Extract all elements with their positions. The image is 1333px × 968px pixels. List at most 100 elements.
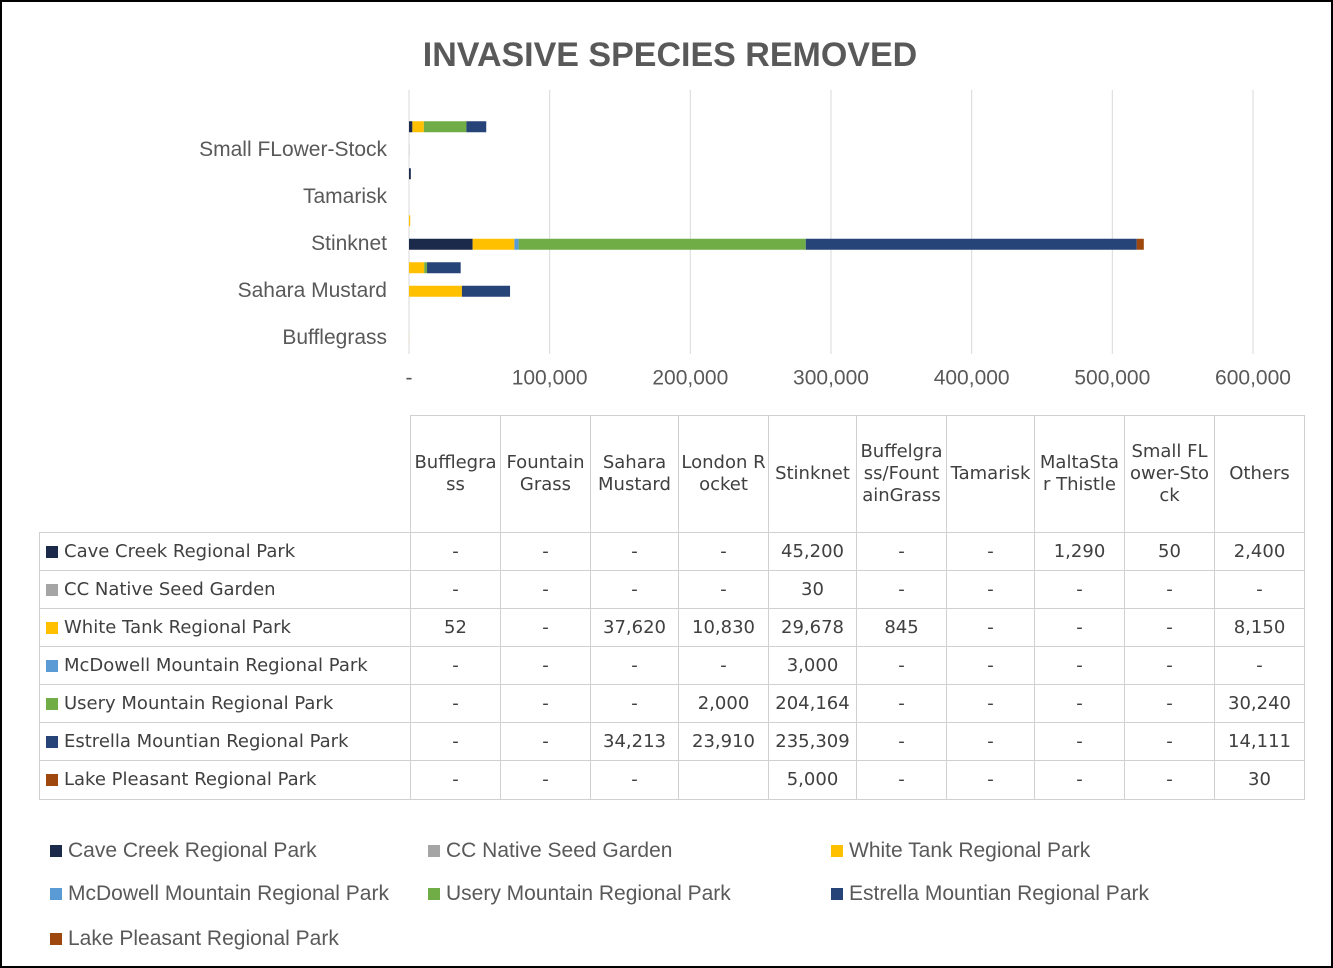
- table-cell: -: [1124, 722, 1215, 761]
- table-header: Small FLower-Stock: [1124, 415, 1215, 533]
- bar-segment: [409, 262, 425, 274]
- legend-item: McDowell Mountain Regional Park: [46, 880, 389, 908]
- bar-segment: [423, 121, 467, 133]
- table-header: Buffelgrass/FountainGrass: [856, 415, 947, 533]
- table-cell: -: [856, 570, 947, 609]
- table-cell: 10,830: [678, 608, 769, 647]
- table-row-header: Cave Creek Regional Park: [39, 532, 411, 571]
- x-tick-label: 500,000: [1074, 367, 1150, 390]
- series-name: Cave Creek Regional Park: [64, 540, 296, 562]
- legend-item: Estrella Mountian Regional Park: [827, 880, 1149, 908]
- chart-title: INVASIVE SPECIES REMOVED: [423, 36, 917, 74]
- table-cell: -: [1214, 646, 1305, 685]
- table-cell: -: [500, 646, 591, 685]
- bar-segment: [472, 238, 515, 250]
- table-cell: -: [500, 684, 591, 723]
- legend-swatch: [46, 621, 58, 634]
- y-tick-label: Bufflegrass: [282, 326, 387, 349]
- table-cell: 30: [1214, 760, 1305, 800]
- table-header: Stinknet: [768, 415, 857, 533]
- table-cell: 23,910: [678, 722, 769, 761]
- table-row-header: Usery Mountain Regional Park: [39, 684, 411, 723]
- table-header: Sahara Mustard: [590, 415, 679, 533]
- table-cell: -: [410, 646, 501, 685]
- table-cell: -: [856, 646, 947, 685]
- bar-segment: [461, 285, 511, 297]
- table-cell: -: [856, 684, 947, 723]
- bar-segment: [518, 238, 806, 250]
- table-cell: -: [946, 570, 1035, 609]
- table-cell: -: [946, 608, 1035, 647]
- y-tick-label: Small FLower-Stock: [199, 138, 387, 161]
- table-cell: -: [856, 722, 947, 761]
- x-tick-label: 200,000: [652, 367, 728, 390]
- x-tick-label: 100,000: [512, 367, 588, 390]
- table-cell: -: [1034, 608, 1125, 647]
- legend-swatch: [50, 845, 62, 857]
- series-name: McDowell Mountain Regional Park: [64, 654, 368, 676]
- legend-label: CC Native Seed Garden: [446, 839, 673, 862]
- legend-swatch: [46, 735, 58, 748]
- table-cell: -: [500, 570, 591, 609]
- legend-label: Estrella Mountian Regional Park: [849, 882, 1149, 905]
- table-cell: 29,678: [768, 608, 857, 647]
- table-cell: -: [678, 646, 769, 685]
- table-header: Fountain Grass: [500, 415, 591, 533]
- legend-swatch: [46, 659, 58, 672]
- legend-swatch: [46, 774, 58, 786]
- table-row-header: White Tank Regional Park: [39, 608, 411, 647]
- legend-label: Lake Pleasant Regional Park: [68, 927, 339, 950]
- x-tick-label: 600,000: [1215, 367, 1291, 390]
- x-tick-label: 300,000: [793, 367, 869, 390]
- table-row-header: CC Native Seed Garden: [39, 570, 411, 609]
- table-cell: 5,000: [768, 760, 857, 800]
- table-cell: -: [1124, 760, 1215, 800]
- table-cell: -: [1124, 646, 1215, 685]
- table-cell: -: [946, 722, 1035, 761]
- bar-segment: [409, 121, 413, 133]
- series-name: Usery Mountain Regional Park: [64, 692, 334, 714]
- bar-segment: [427, 262, 461, 274]
- legend-swatch: [428, 845, 440, 857]
- table-cell: -: [1034, 646, 1125, 685]
- legend-item: White Tank Regional Park: [827, 837, 1090, 865]
- legend-label: Usery Mountain Regional Park: [446, 882, 731, 905]
- series-name: White Tank Regional Park: [64, 616, 291, 638]
- table-header: Others: [1214, 415, 1305, 533]
- table-cell: -: [946, 684, 1035, 723]
- legend-item: Lake Pleasant Regional Park: [46, 925, 339, 953]
- legend-swatch: [831, 845, 843, 857]
- table-cell: -: [500, 760, 591, 800]
- table-cell: -: [590, 760, 679, 800]
- table-cell: -: [590, 570, 679, 609]
- table-cell: -: [1124, 570, 1215, 609]
- y-tick-label: Stinknet: [311, 232, 387, 255]
- table-cell: 3,000: [768, 646, 857, 685]
- table-cell: -: [946, 532, 1035, 571]
- legend-item: Usery Mountain Regional Park: [424, 880, 731, 908]
- table-cell: -: [1034, 760, 1125, 800]
- table-cell: -: [1034, 684, 1125, 723]
- table-cell: 37,620: [590, 608, 679, 647]
- table-cell: -: [500, 722, 591, 761]
- legend-label: McDowell Mountain Regional Park: [68, 882, 389, 905]
- table-cell: 235,309: [768, 722, 857, 761]
- series-name: Lake Pleasant Regional Park: [64, 769, 317, 790]
- table-cell: -: [410, 570, 501, 609]
- table-cell: 2,000: [678, 684, 769, 723]
- table-cell: -: [410, 760, 501, 800]
- table-header: Tamarisk: [946, 415, 1035, 533]
- bar-segment: [514, 238, 519, 250]
- table-cell: [678, 760, 769, 800]
- table-cell: -: [678, 570, 769, 609]
- table-cell: 204,164: [768, 684, 857, 723]
- table-cell: 50: [1124, 532, 1215, 571]
- x-tick-label: -: [406, 367, 413, 390]
- table-cell: -: [590, 684, 679, 723]
- table-cell: 30,240: [1214, 684, 1305, 723]
- legend-item: CC Native Seed Garden: [424, 837, 672, 865]
- table-header: MaltaStar Thistle: [1034, 415, 1125, 533]
- table-cell: 845: [856, 608, 947, 647]
